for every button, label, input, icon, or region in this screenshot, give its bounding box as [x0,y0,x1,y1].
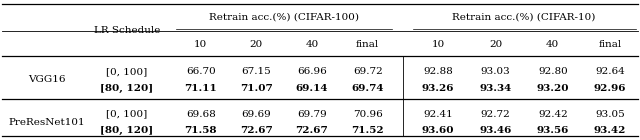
Text: 40: 40 [546,40,559,49]
Text: 92.42: 92.42 [538,110,568,119]
Text: PreResNet101: PreResNet101 [8,118,85,127]
Text: 92.88: 92.88 [424,67,453,76]
Text: 71.07: 71.07 [240,84,273,93]
Text: 72.67: 72.67 [296,126,328,135]
Text: 93.20: 93.20 [536,84,569,93]
Text: 66.96: 66.96 [297,67,327,76]
Text: 93.26: 93.26 [422,84,454,93]
Text: [80, 120]: [80, 120] [100,126,154,135]
Text: 66.70: 66.70 [186,67,216,76]
Text: final: final [356,40,380,49]
Text: 92.80: 92.80 [538,67,568,76]
Text: 93.46: 93.46 [479,126,512,135]
Text: 69.74: 69.74 [351,84,384,93]
Text: LR Schedule: LR Schedule [93,26,160,35]
Text: 93.56: 93.56 [536,126,569,135]
Text: [0, 100]: [0, 100] [106,67,147,76]
Text: 40: 40 [305,40,319,49]
Text: 67.15: 67.15 [241,67,271,76]
Text: 10: 10 [194,40,207,49]
Text: 10: 10 [431,40,445,49]
Text: 71.11: 71.11 [184,84,217,93]
Text: 92.64: 92.64 [595,67,625,76]
Text: 69.79: 69.79 [297,110,327,119]
Text: [0, 100]: [0, 100] [106,110,147,119]
Text: 92.72: 92.72 [481,110,510,119]
Text: 93.34: 93.34 [479,84,511,93]
Text: 93.60: 93.60 [422,126,454,135]
Text: 69.68: 69.68 [186,110,216,119]
Text: 92.41: 92.41 [424,110,453,119]
Text: 69.14: 69.14 [296,84,328,93]
Text: 71.58: 71.58 [184,126,217,135]
Text: Retrain acc.(%) (CIFAR-100): Retrain acc.(%) (CIFAR-100) [209,13,359,22]
Text: 70.96: 70.96 [353,110,383,119]
Text: 72.67: 72.67 [240,126,273,135]
Text: Retrain acc.(%) (CIFAR-10): Retrain acc.(%) (CIFAR-10) [452,13,596,22]
Text: 20: 20 [250,40,263,49]
Text: VGG16: VGG16 [28,75,65,84]
Text: [80, 120]: [80, 120] [100,84,154,93]
Text: 71.52: 71.52 [351,126,384,135]
Text: 92.96: 92.96 [594,84,627,93]
Text: 93.05: 93.05 [595,110,625,119]
Text: 93.03: 93.03 [481,67,510,76]
Text: final: final [598,40,621,49]
Text: 20: 20 [489,40,502,49]
Text: 69.69: 69.69 [241,110,271,119]
Text: 93.42: 93.42 [594,126,627,135]
Text: 69.72: 69.72 [353,67,383,76]
